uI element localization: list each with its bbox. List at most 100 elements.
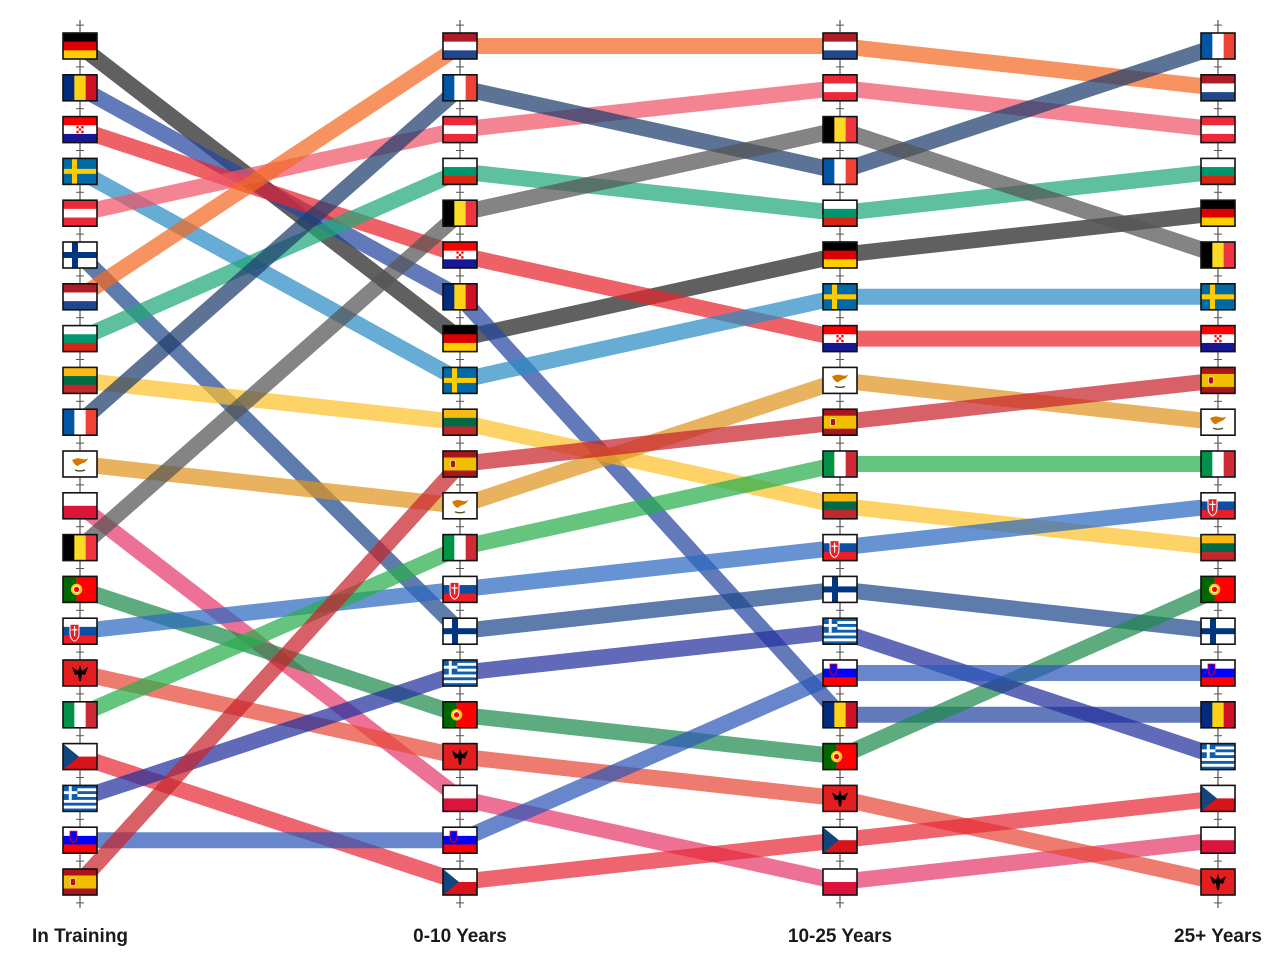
flag-romania-marker <box>822 700 858 729</box>
flag-lithuania-marker <box>1200 533 1236 562</box>
flag-portugal-marker <box>1200 575 1236 604</box>
flag-bulgaria-marker <box>442 157 478 186</box>
flag-slovakia-marker <box>442 575 478 604</box>
series-line-finland <box>74 249 1219 640</box>
flag-france-marker <box>822 157 858 186</box>
flag-netherlands-marker <box>822 32 858 60</box>
flag-albania-marker <box>62 659 98 687</box>
flag-romania-marker <box>62 74 98 102</box>
flag-portugal-marker <box>62 575 98 604</box>
flag-italy-marker <box>62 700 98 729</box>
flag-belgium-marker <box>62 533 98 562</box>
series-line-albania <box>78 665 1220 890</box>
flag-italy-marker <box>442 533 478 562</box>
flag-sweden-marker <box>442 366 478 395</box>
flag-belgium-marker <box>822 115 858 144</box>
category-label-3: 25+ Years <box>1174 926 1262 947</box>
flag-netherlands-marker <box>442 32 478 60</box>
flag-albania-marker <box>822 784 858 813</box>
series-line-netherlands <box>75 38 1219 304</box>
flag-slovenia-marker <box>62 826 98 855</box>
flag-poland-marker <box>442 784 478 813</box>
flag-greece-marker <box>442 659 478 687</box>
category-label-2: 10-25 Years <box>788 926 892 947</box>
flag-slovakia-marker <box>62 617 98 646</box>
flag-germany-marker <box>442 324 478 353</box>
flag-finland-marker <box>1200 617 1236 646</box>
flag-greece-marker <box>1200 742 1236 771</box>
series-line-slovenia <box>80 665 1218 849</box>
flag-croatia-marker <box>1200 324 1236 353</box>
flag-poland-marker <box>62 491 98 520</box>
flag-finland-marker <box>442 617 478 646</box>
flag-croatia-marker <box>442 241 478 269</box>
series-line-czechia <box>77 749 1219 890</box>
flag-lithuania-marker <box>822 491 858 520</box>
flag-poland-marker <box>822 868 858 896</box>
flag-finland-marker <box>822 575 858 604</box>
flag-austria-marker <box>1200 115 1236 144</box>
flag-austria-marker <box>62 199 98 227</box>
flag-slovakia-marker <box>822 533 858 562</box>
flag-croatia-marker <box>822 324 858 353</box>
flag-croatia-marker <box>62 115 98 144</box>
flag-cyprus-marker <box>822 366 858 395</box>
flag-romania-marker <box>1200 700 1236 729</box>
flag-netherlands-marker <box>1200 74 1236 102</box>
flag-bulgaria-marker <box>1200 157 1236 186</box>
flag-netherlands-marker <box>62 282 98 311</box>
flag-portugal-marker <box>442 700 478 729</box>
flag-germany-marker <box>62 32 98 60</box>
flag-markers-layer <box>62 32 1236 896</box>
category-labels-layer: In Training 0-10 Years 10-25 Years 25+ Y… <box>32 926 1262 947</box>
series-lines-layer <box>74 38 1222 890</box>
flag-bulgaria-marker <box>62 324 98 353</box>
flag-italy-marker <box>822 450 858 478</box>
flag-czechia-marker <box>1200 784 1236 813</box>
flag-slovakia-marker <box>1200 491 1236 520</box>
flag-germany-marker <box>822 241 858 269</box>
flag-france-marker <box>442 74 478 102</box>
flag-albania-marker <box>1200 868 1236 896</box>
flag-finland-marker <box>62 241 98 269</box>
flag-albania-marker <box>442 742 478 771</box>
flag-bulgaria-marker <box>822 199 858 227</box>
category-label-1: 0-10 Years <box>413 926 507 947</box>
series-line-italy <box>76 456 1218 723</box>
flag-cyprus-marker <box>1200 408 1236 437</box>
flag-poland-marker <box>1200 826 1236 855</box>
flag-spain-marker <box>62 868 98 896</box>
flag-czechia-marker <box>62 742 98 771</box>
flag-spain-marker <box>442 450 478 478</box>
flag-sweden-marker <box>1200 282 1236 311</box>
flag-italy-marker <box>1200 450 1236 478</box>
flag-romania-marker <box>442 282 478 311</box>
flag-slovenia-marker <box>442 826 478 855</box>
flag-portugal-marker <box>822 742 858 771</box>
flag-germany-marker <box>1200 199 1236 227</box>
flag-spain-marker <box>1200 366 1236 395</box>
flag-cyprus-marker <box>62 450 98 478</box>
flag-sweden-marker <box>62 157 98 186</box>
flag-austria-marker <box>822 74 858 102</box>
flag-belgium-marker <box>1200 241 1236 269</box>
series-line-france <box>74 38 1221 429</box>
category-label-0: In Training <box>32 926 128 947</box>
flag-spain-marker <box>822 408 858 437</box>
flag-slovenia-marker <box>822 659 858 687</box>
series-line-sweden <box>76 164 1218 389</box>
series-line-belgium <box>74 121 1221 554</box>
flag-czechia-marker <box>822 826 858 855</box>
flag-lithuania-marker <box>442 408 478 437</box>
flag-greece-marker <box>822 617 858 646</box>
flag-france-marker <box>1200 32 1236 60</box>
flag-austria-marker <box>442 115 478 144</box>
flag-sweden-marker <box>822 282 858 311</box>
flag-cyprus-marker <box>442 491 478 520</box>
series-line-croatia <box>77 122 1218 347</box>
flag-slovenia-marker <box>1200 659 1236 687</box>
series-line-spain <box>74 372 1219 888</box>
series-line-greece <box>77 623 1221 806</box>
series-line-slovakia <box>79 497 1219 640</box>
